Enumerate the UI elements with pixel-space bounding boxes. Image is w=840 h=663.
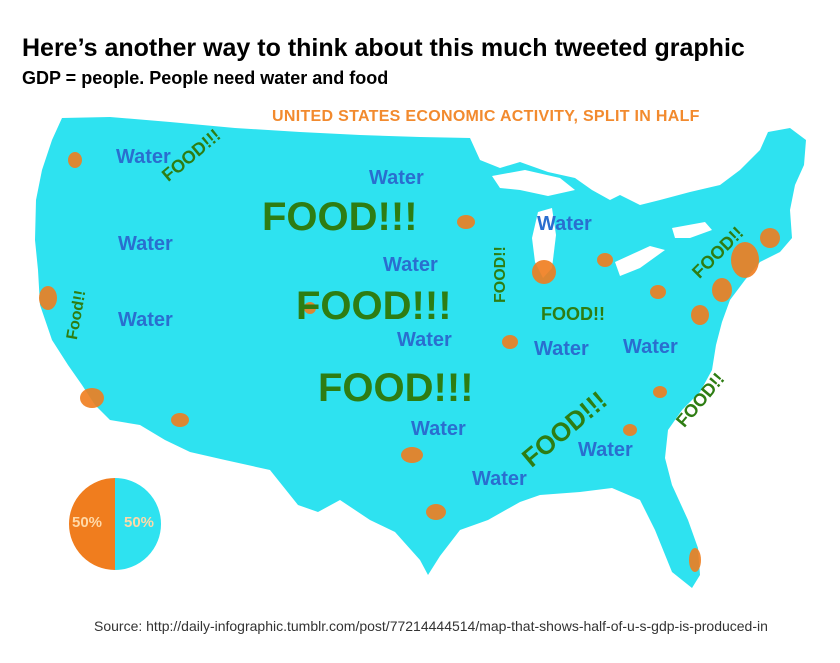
hotspot-dallas [401, 447, 423, 463]
water-label: Water [534, 338, 589, 360]
hotspot-new-york [731, 242, 759, 278]
water-label: Water [472, 468, 527, 490]
hotspot-seattle [68, 152, 82, 168]
pie-chart [67, 476, 163, 572]
hotspot-phoenix [171, 413, 189, 427]
water-label: Water [537, 213, 592, 235]
page-subtitle: GDP = people. People need water and food [22, 68, 389, 88]
water-label: Water [118, 309, 173, 331]
hotspot-philadelphia [712, 278, 732, 302]
hotspot-denver [304, 302, 316, 314]
food-label-large: FOOD!!! [262, 195, 418, 239]
hotspot-bay-area [39, 286, 57, 310]
hotspot-st-louis [502, 335, 518, 349]
lake-ontario [672, 222, 712, 238]
water-label: Water [383, 254, 438, 276]
pie-slice-right [115, 477, 162, 571]
page-title: Here’s another way to think about this m… [22, 34, 745, 62]
food-label-large: FOOD!!! [296, 284, 452, 328]
water-label: Water [411, 418, 466, 440]
food-label-small: FOOD!! [492, 246, 509, 303]
hotspot-houston [426, 504, 446, 520]
water-label: Water [116, 146, 171, 168]
hotspot-atlanta [623, 424, 637, 436]
hotspot-los-angeles [80, 388, 104, 408]
pie-slice-left [68, 477, 115, 571]
hotspot-columbus [650, 285, 666, 299]
hotspot-detroit [597, 253, 613, 267]
hotspot-chicago [532, 260, 556, 284]
pie-right-label: 50% [124, 514, 155, 531]
water-label: Water [578, 439, 633, 461]
map-heading: UNITED STATES ECONOMIC ACTIVITY, SPLIT I… [272, 108, 700, 125]
hotspot-miami [689, 548, 701, 572]
water-label: Water [118, 233, 173, 255]
source-citation: Source: http://daily-infographic.tumblr.… [94, 618, 768, 634]
lake-erie [615, 246, 665, 276]
pie-left-label: 50% [72, 514, 103, 531]
us-landmass [35, 117, 806, 588]
lake-superior [492, 170, 575, 196]
hotspot-minneapolis [457, 215, 475, 229]
hotspot-boston [760, 228, 780, 248]
food-label-large: FOOD!!! [318, 366, 474, 410]
water-label: Water [623, 336, 678, 358]
michigan-peninsula [552, 198, 610, 280]
hotspot-dc [691, 305, 709, 325]
pie-outline [67, 476, 163, 572]
food-label-small: FOOD!! [541, 304, 605, 324]
lake-michigan [532, 208, 556, 278]
water-label: Water [369, 167, 424, 189]
water-label: Water [397, 329, 452, 351]
gdp-hotspots [39, 152, 780, 572]
hotspot-charlotte [653, 386, 667, 398]
